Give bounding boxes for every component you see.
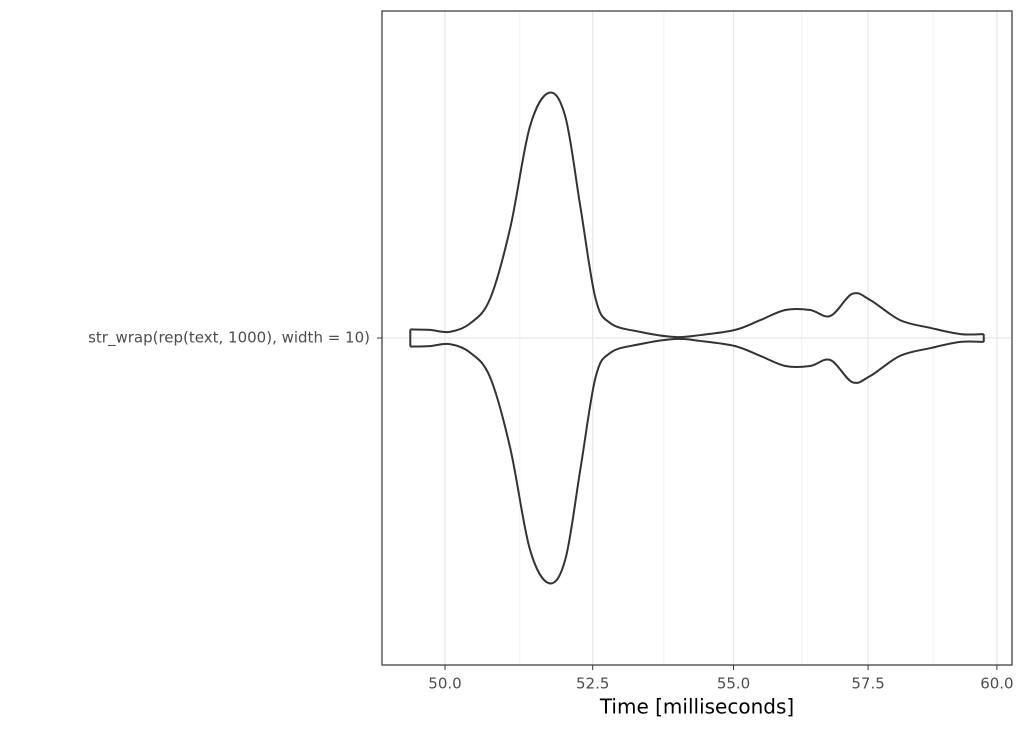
x-tick-label: 57.5	[851, 675, 884, 693]
x-axis-title: Time [milliseconds]	[599, 695, 794, 719]
x-tick-label: 50.0	[428, 675, 461, 693]
violin-lower	[410, 337, 984, 585]
x-tick-label: 52.5	[576, 675, 609, 693]
x-tick-label: 60.0	[980, 675, 1013, 693]
panel-border	[381, 10, 1013, 666]
x-tick-label: 55.0	[717, 675, 750, 693]
violin-upper	[410, 91, 984, 339]
y-tick-label: str_wrap(rep(text, 1000), width = 10)	[88, 329, 370, 348]
